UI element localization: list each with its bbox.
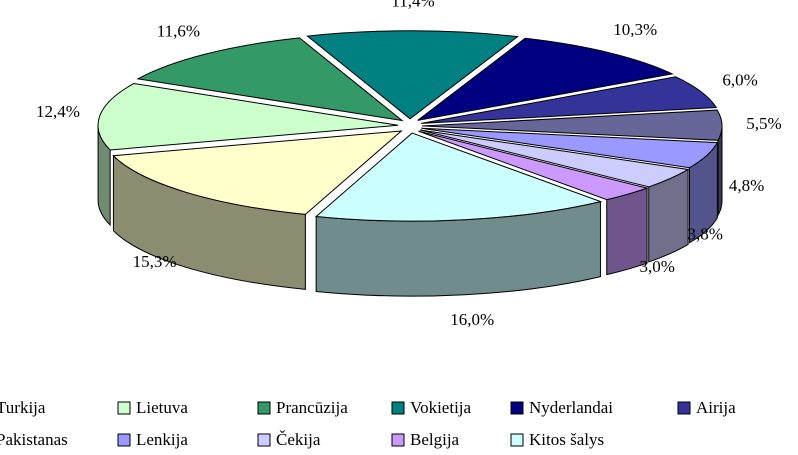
legend-label: Lenkija — [136, 430, 188, 449]
legend-label: Belgija — [410, 430, 460, 449]
legend-label: Pakistanas — [0, 430, 68, 449]
legend-swatch — [257, 401, 271, 415]
legend-label: Čekija — [276, 430, 321, 449]
data-label: 10,3% — [613, 20, 657, 39]
data-label: 16,0% — [450, 310, 494, 329]
data-label: 15,3% — [133, 252, 177, 271]
data-label: 11,4% — [391, 0, 434, 11]
slice — [421, 109, 723, 141]
legend-label: Airija — [696, 398, 736, 417]
data-label: 5,5% — [746, 114, 781, 133]
legend-swatch — [257, 433, 271, 447]
data-label: 12,4% — [36, 102, 80, 121]
legend-swatch — [117, 433, 131, 447]
slice — [419, 129, 690, 188]
data-label: 6,0% — [722, 70, 757, 89]
slice — [421, 127, 719, 169]
slice-sides — [97, 125, 723, 297]
data-label: 3,0% — [639, 257, 674, 276]
legend-label: Lietuva — [136, 398, 188, 417]
slice-tops — [97, 30, 723, 222]
legend-swatch — [510, 401, 524, 415]
legend-label: Prancūzija — [276, 398, 348, 417]
slice — [314, 132, 603, 222]
legend-label: Vokietija — [410, 398, 472, 417]
legend-swatch — [117, 401, 131, 415]
slice — [417, 37, 674, 121]
data-label: 4,8% — [729, 176, 764, 195]
legend-label: Nyderlandai — [529, 398, 613, 417]
slice — [421, 76, 718, 124]
slice — [136, 37, 404, 122]
legend-label: Turkija — [0, 398, 46, 417]
legend-swatch — [677, 401, 691, 415]
legend-label: Kitos šalys — [529, 430, 604, 449]
slice — [97, 83, 399, 151]
legend-swatch — [391, 401, 405, 415]
legend-swatch — [510, 433, 524, 447]
data-label: 11,6% — [157, 22, 200, 41]
slice — [112, 130, 403, 215]
slice — [306, 30, 519, 120]
data-label: 3,8% — [688, 224, 723, 243]
legend-swatch — [391, 433, 405, 447]
slice — [418, 130, 649, 201]
